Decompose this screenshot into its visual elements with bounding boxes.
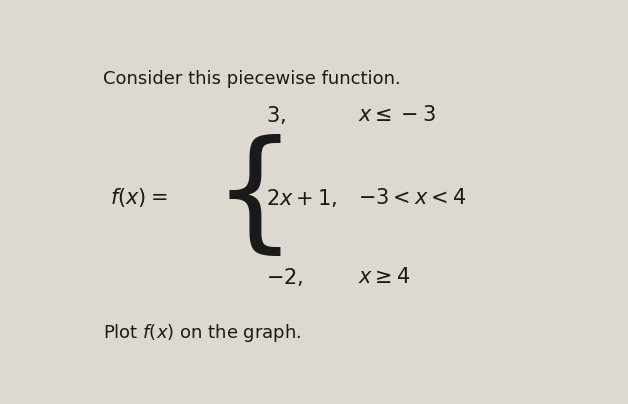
Text: $f(x) =$: $f(x) =$	[110, 186, 168, 209]
Text: $3 ,$: $3 ,$	[266, 104, 286, 126]
Text: $-2 ,$: $-2 ,$	[266, 266, 303, 288]
Text: $x \leq -3$: $x \leq -3$	[359, 105, 436, 125]
Text: $2x + 1 ,$: $2x + 1 ,$	[266, 187, 337, 209]
Text: $\{$: $\{$	[212, 134, 281, 261]
Text: $x \geq 4$: $x \geq 4$	[359, 267, 411, 287]
Text: Plot $f(x)$ on the graph.: Plot $f(x)$ on the graph.	[103, 322, 301, 344]
Text: $-3 < x < 4$: $-3 < x < 4$	[359, 188, 467, 208]
Text: Consider this piecewise function.: Consider this piecewise function.	[103, 70, 401, 88]
